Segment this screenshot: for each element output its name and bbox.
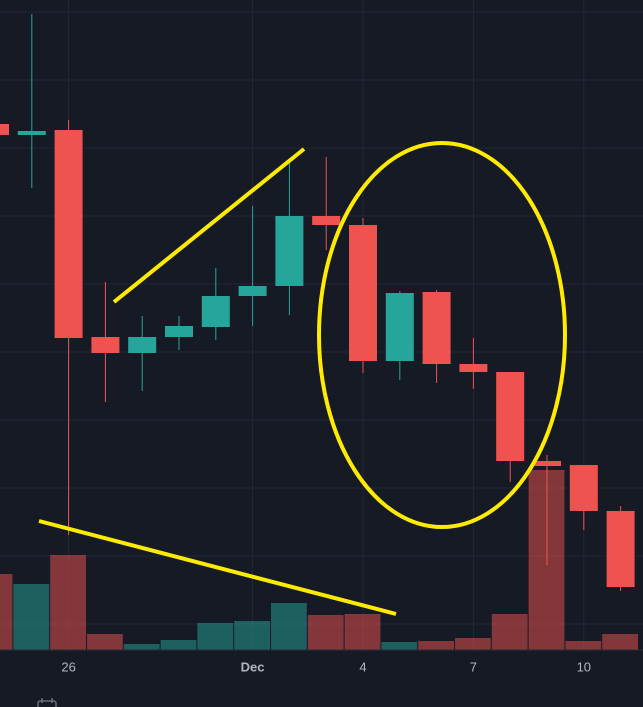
candle-body: [238, 286, 267, 296]
volume-bar: [50, 555, 86, 650]
candle-body: [17, 131, 46, 135]
x-tick-label: 10: [577, 659, 591, 674]
candle-layer: [0, 14, 635, 591]
trend-line: [38, 519, 397, 616]
candle-body: [128, 337, 157, 353]
time-axis: 26 Dec 4 7 10: [61, 659, 591, 674]
candle-body: [91, 337, 120, 353]
volume-bar: [381, 642, 418, 650]
candle-body: [606, 511, 635, 587]
candle-body: [275, 216, 304, 286]
candle-body: [569, 465, 598, 511]
highlight-ellipse: [317, 141, 567, 529]
volume-bar: [123, 644, 160, 650]
x-tick-label: 26: [61, 659, 75, 674]
candle-body: [165, 326, 193, 337]
volume-bar: [491, 614, 528, 650]
candle-body: [312, 216, 341, 225]
x-tick-label: 7: [470, 659, 477, 674]
volume-bar: [271, 603, 307, 650]
candle-body: [349, 225, 377, 361]
volume-bar: [160, 640, 197, 650]
annotations: [38, 141, 567, 616]
volume-bar: [13, 584, 50, 650]
volume-bar: [344, 614, 381, 650]
trend-line: [112, 147, 306, 304]
volume-bar: [0, 574, 13, 650]
candle-body: [496, 372, 525, 461]
volume-bar: [234, 621, 270, 650]
volume-bar: [197, 623, 234, 650]
volume-bar: [602, 634, 638, 650]
x-tick-label: 4: [359, 659, 366, 674]
volume-bar: [307, 615, 344, 650]
candle-body: [54, 130, 83, 338]
volume-bar: [565, 641, 602, 650]
x-tick-label: Dec: [241, 659, 265, 674]
candle-body: [459, 364, 488, 372]
candle-body: [385, 293, 414, 361]
calendar-icon: [37, 698, 57, 707]
volume-bar: [418, 641, 454, 650]
candle-body: [0, 124, 9, 135]
volume-bar: [87, 634, 123, 650]
candle-body: [422, 292, 451, 364]
candle-body: [201, 296, 230, 327]
candle-body: [533, 461, 561, 466]
volume-bar: [455, 638, 491, 650]
